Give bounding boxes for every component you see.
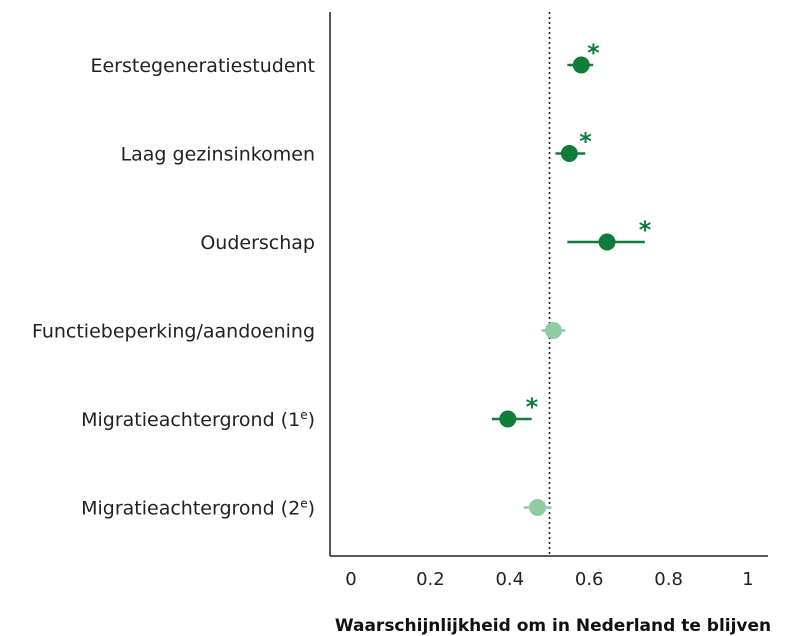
x-tick-label: 0.2 [416, 569, 445, 590]
point-estimate [572, 56, 590, 74]
ordinal-superscript: e [300, 497, 307, 511]
category-label: Migratieachtergrond (2e) [81, 497, 315, 520]
category-row: Eerstegeneratiestudent * [90, 39, 600, 77]
category-rows: Eerstegeneratiestudent *Laag gezinsinkome… [32, 39, 652, 520]
point-estimate [560, 145, 578, 162]
point-estimate [499, 410, 517, 428]
x-tick-label: 0 [345, 569, 356, 590]
category-row: Migratieachtergrond (1e) * [81, 393, 539, 431]
category-row: Functiebeperking/aandoening [32, 321, 566, 343]
category-label: Functiebeperking/aandoening [32, 321, 315, 343]
point-estimate [529, 499, 547, 516]
category-label: Laag gezinsinkomen [121, 144, 315, 166]
axes [329, 12, 768, 557]
category-label: Ouderschap [200, 232, 315, 254]
category-label: Migratieachtergrond (1e) [81, 408, 315, 431]
significance-marker: * [639, 216, 652, 244]
x-tick-label: 0.6 [575, 569, 604, 590]
significance-marker: * [526, 393, 539, 421]
x-axis-title: Waarschijnlijkheid om in Nederland te bl… [335, 616, 771, 636]
point-estimate [598, 233, 616, 251]
x-tick-label: 0.4 [495, 569, 524, 590]
category-row: Laag gezinsinkomen * [121, 128, 593, 166]
significance-marker: * [579, 128, 592, 156]
point-estimate [544, 322, 562, 339]
category-row: Migratieachtergrond (2e) [81, 497, 552, 520]
x-tick-label: 0.8 [654, 569, 683, 590]
category-label: Eerstegeneratiestudent [90, 55, 315, 77]
ordinal-superscript: e [300, 408, 307, 422]
category-row: Ouderschap * [200, 216, 651, 254]
significance-marker: * [587, 39, 600, 67]
x-tick-labels: 0 0.2 0.4 0.6 0.8 1 [345, 569, 753, 590]
x-tick-label: 1 [742, 569, 753, 590]
